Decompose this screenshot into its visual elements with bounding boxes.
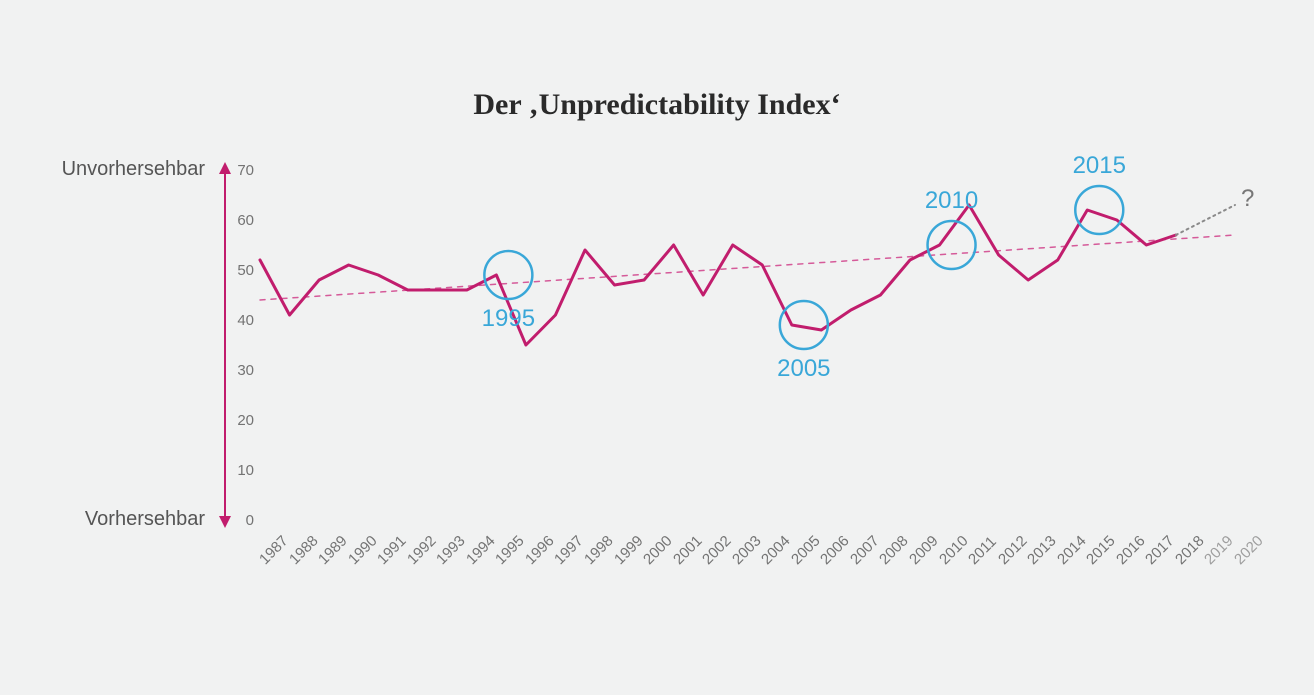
callout-label: 2015 (1073, 152, 1126, 180)
y-axis-top-label: Unvorhersehbar (0, 158, 205, 181)
y-tick: 30 (230, 362, 254, 379)
y-tick: 0 (230, 512, 254, 529)
y-axis-bottom-label: Vorhersehbar (0, 508, 205, 531)
chart-svg (0, 0, 1314, 695)
chart-container: Der ‚Unpredictability Index‘ Unvorherseh… (0, 0, 1314, 695)
callout-label: 2010 (925, 187, 978, 215)
y-tick: 50 (230, 262, 254, 279)
y-tick: 40 (230, 312, 254, 329)
callout-label: 2005 (777, 355, 830, 383)
callout-label: 1995 (482, 305, 535, 333)
y-tick: 70 (230, 162, 254, 179)
y-tick: 20 (230, 412, 254, 429)
projection-question-mark: ? (1241, 185, 1254, 213)
y-tick: 10 (230, 462, 254, 479)
y-tick: 60 (230, 212, 254, 229)
